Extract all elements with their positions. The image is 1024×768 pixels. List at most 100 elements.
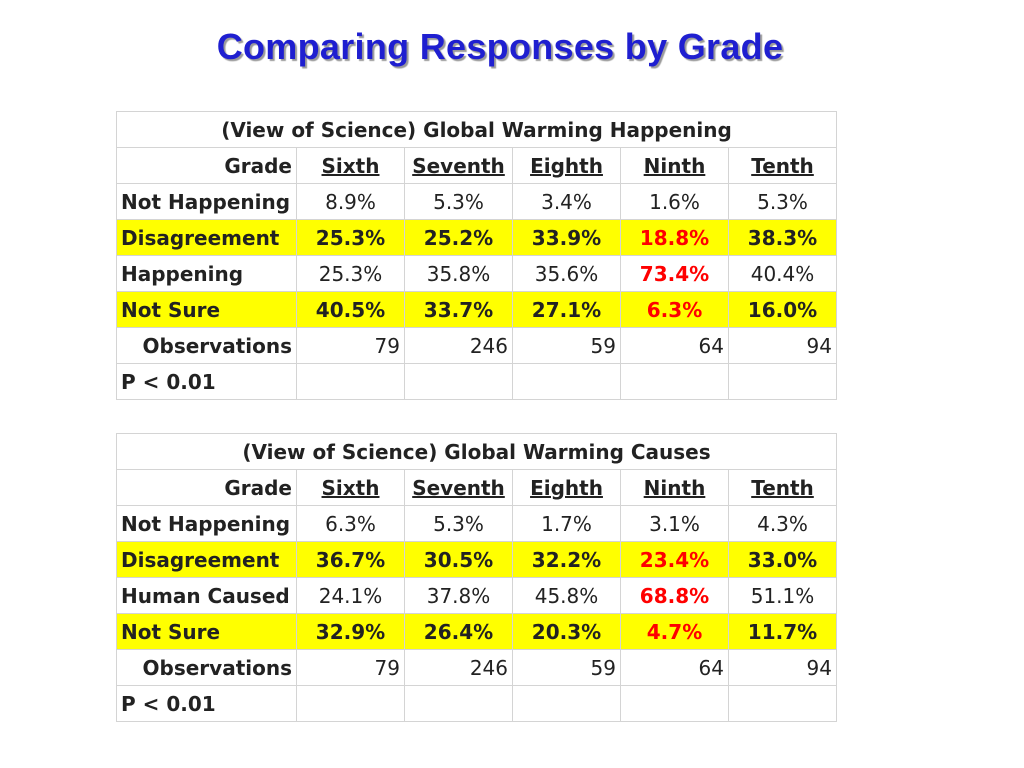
- cell-value: 68.8%: [620, 577, 729, 614]
- observation-count: 79: [296, 327, 405, 364]
- cell-value: 23.4%: [620, 541, 729, 578]
- cell-value: 11.7%: [728, 613, 837, 650]
- causes-table: (View of Science) Global Warming Causes …: [116, 433, 837, 722]
- cell-value: 5.3%: [404, 183, 513, 220]
- grade-seventh: Seventh: [404, 147, 513, 184]
- p-value-row: P < 0.01: [116, 363, 837, 400]
- cell-value: 1.7%: [512, 505, 621, 542]
- observation-count: 246: [404, 327, 513, 364]
- observation-count: 64: [620, 327, 729, 364]
- grade-eighth: Eighth: [512, 147, 621, 184]
- grade-header-row: Grade Sixth Seventh Eighth Ninth Tenth: [116, 147, 837, 184]
- table-row: Disagreement 36.7% 30.5% 32.2% 23.4% 33.…: [116, 541, 837, 578]
- cell-value: 38.3%: [728, 219, 837, 256]
- cell-value: 30.5%: [404, 541, 513, 578]
- observation-count: 79: [296, 649, 405, 686]
- grade-seventh: Seventh: [404, 469, 513, 506]
- observations-label: Observations: [116, 327, 297, 364]
- cell-value: 45.8%: [512, 577, 621, 614]
- p-value: P < 0.01: [116, 363, 297, 400]
- cell-value: 33.9%: [512, 219, 621, 256]
- cell-value: 51.1%: [728, 577, 837, 614]
- table-row: Not Happening 6.3% 5.3% 1.7% 3.1% 4.3%: [116, 505, 837, 542]
- table-row: Human Caused 24.1% 37.8% 45.8% 68.8% 51.…: [116, 577, 837, 614]
- cell-value: 25.3%: [296, 219, 405, 256]
- cell-value: 33.0%: [728, 541, 837, 578]
- cell-value: 25.2%: [404, 219, 513, 256]
- p-value: P < 0.01: [116, 685, 297, 722]
- grade-ninth: Ninth: [620, 469, 729, 506]
- row-label: Happening: [116, 255, 297, 292]
- empty-cell: [512, 363, 621, 400]
- cell-value: 1.6%: [620, 183, 729, 220]
- row-label: Not Sure: [116, 291, 297, 328]
- observation-count: 94: [728, 649, 837, 686]
- cell-value: 36.7%: [296, 541, 405, 578]
- cell-value: 18.8%: [620, 219, 729, 256]
- empty-cell: [296, 685, 405, 722]
- table-caption-row: (View of Science) Global Warming Causes: [116, 433, 837, 470]
- cell-value: 4.7%: [620, 613, 729, 650]
- cell-value: 32.9%: [296, 613, 405, 650]
- cell-value: 4.3%: [728, 505, 837, 542]
- cell-value: 35.8%: [404, 255, 513, 292]
- cell-value: 37.8%: [404, 577, 513, 614]
- happening-table: (View of Science) Global Warming Happeni…: [116, 111, 837, 400]
- grade-sixth: Sixth: [296, 147, 405, 184]
- observations-row: Observations 79 246 59 64 94: [116, 649, 837, 686]
- cell-value: 5.3%: [728, 183, 837, 220]
- empty-cell: [620, 685, 729, 722]
- empty-cell: [728, 685, 837, 722]
- grade-label: Grade: [116, 147, 297, 184]
- grade-sixth: Sixth: [296, 469, 405, 506]
- grade-tenth: Tenth: [728, 147, 837, 184]
- observation-count: 94: [728, 327, 837, 364]
- grade-header-row: Grade Sixth Seventh Eighth Ninth Tenth: [116, 469, 837, 506]
- row-label: Not Happening: [116, 505, 297, 542]
- observation-count: 246: [404, 649, 513, 686]
- table-row: Happening 25.3% 35.8% 35.6% 73.4% 40.4%: [116, 255, 837, 292]
- table-row: Not Happening 8.9% 5.3% 3.4% 1.6% 5.3%: [116, 183, 837, 220]
- cell-value: 6.3%: [620, 291, 729, 328]
- table-caption: (View of Science) Global Warming Happeni…: [116, 111, 837, 148]
- empty-cell: [620, 363, 729, 400]
- cell-value: 20.3%: [512, 613, 621, 650]
- table-caption: (View of Science) Global Warming Causes: [116, 433, 837, 470]
- slide-title: Comparing Responses by Grade: [216, 26, 784, 67]
- cell-value: 5.3%: [404, 505, 513, 542]
- cell-value: 26.4%: [404, 613, 513, 650]
- grade-label: Grade: [116, 469, 297, 506]
- row-label: Not Sure: [116, 613, 297, 650]
- grade-ninth: Ninth: [620, 147, 729, 184]
- observations-row: Observations 79 246 59 64 94: [116, 327, 837, 364]
- cell-value: 73.4%: [620, 255, 729, 292]
- row-label: Disagreement: [116, 219, 297, 256]
- cell-value: 3.1%: [620, 505, 729, 542]
- table-row: Disagreement 25.3% 25.2% 33.9% 18.8% 38.…: [116, 219, 837, 256]
- row-label: Human Caused: [116, 577, 297, 614]
- cell-value: 24.1%: [296, 577, 405, 614]
- cell-value: 32.2%: [512, 541, 621, 578]
- table-row: Not Sure 40.5% 33.7% 27.1% 6.3% 16.0%: [116, 291, 837, 328]
- table-row: Not Sure 32.9% 26.4% 20.3% 4.7% 11.7%: [116, 613, 837, 650]
- cell-value: 27.1%: [512, 291, 621, 328]
- table-caption-row: (View of Science) Global Warming Happeni…: [116, 111, 837, 148]
- cell-value: 8.9%: [296, 183, 405, 220]
- empty-cell: [404, 685, 513, 722]
- grade-eighth: Eighth: [512, 469, 621, 506]
- cell-value: 3.4%: [512, 183, 621, 220]
- cell-value: 16.0%: [728, 291, 837, 328]
- cell-value: 40.4%: [728, 255, 837, 292]
- empty-cell: [296, 363, 405, 400]
- observation-count: 59: [512, 327, 621, 364]
- row-label: Disagreement: [116, 541, 297, 578]
- cell-value: 35.6%: [512, 255, 621, 292]
- empty-cell: [512, 685, 621, 722]
- cell-value: 6.3%: [296, 505, 405, 542]
- p-value-row: P < 0.01: [116, 685, 837, 722]
- observations-label: Observations: [116, 649, 297, 686]
- empty-cell: [404, 363, 513, 400]
- observation-count: 59: [512, 649, 621, 686]
- empty-cell: [728, 363, 837, 400]
- row-label: Not Happening: [116, 183, 297, 220]
